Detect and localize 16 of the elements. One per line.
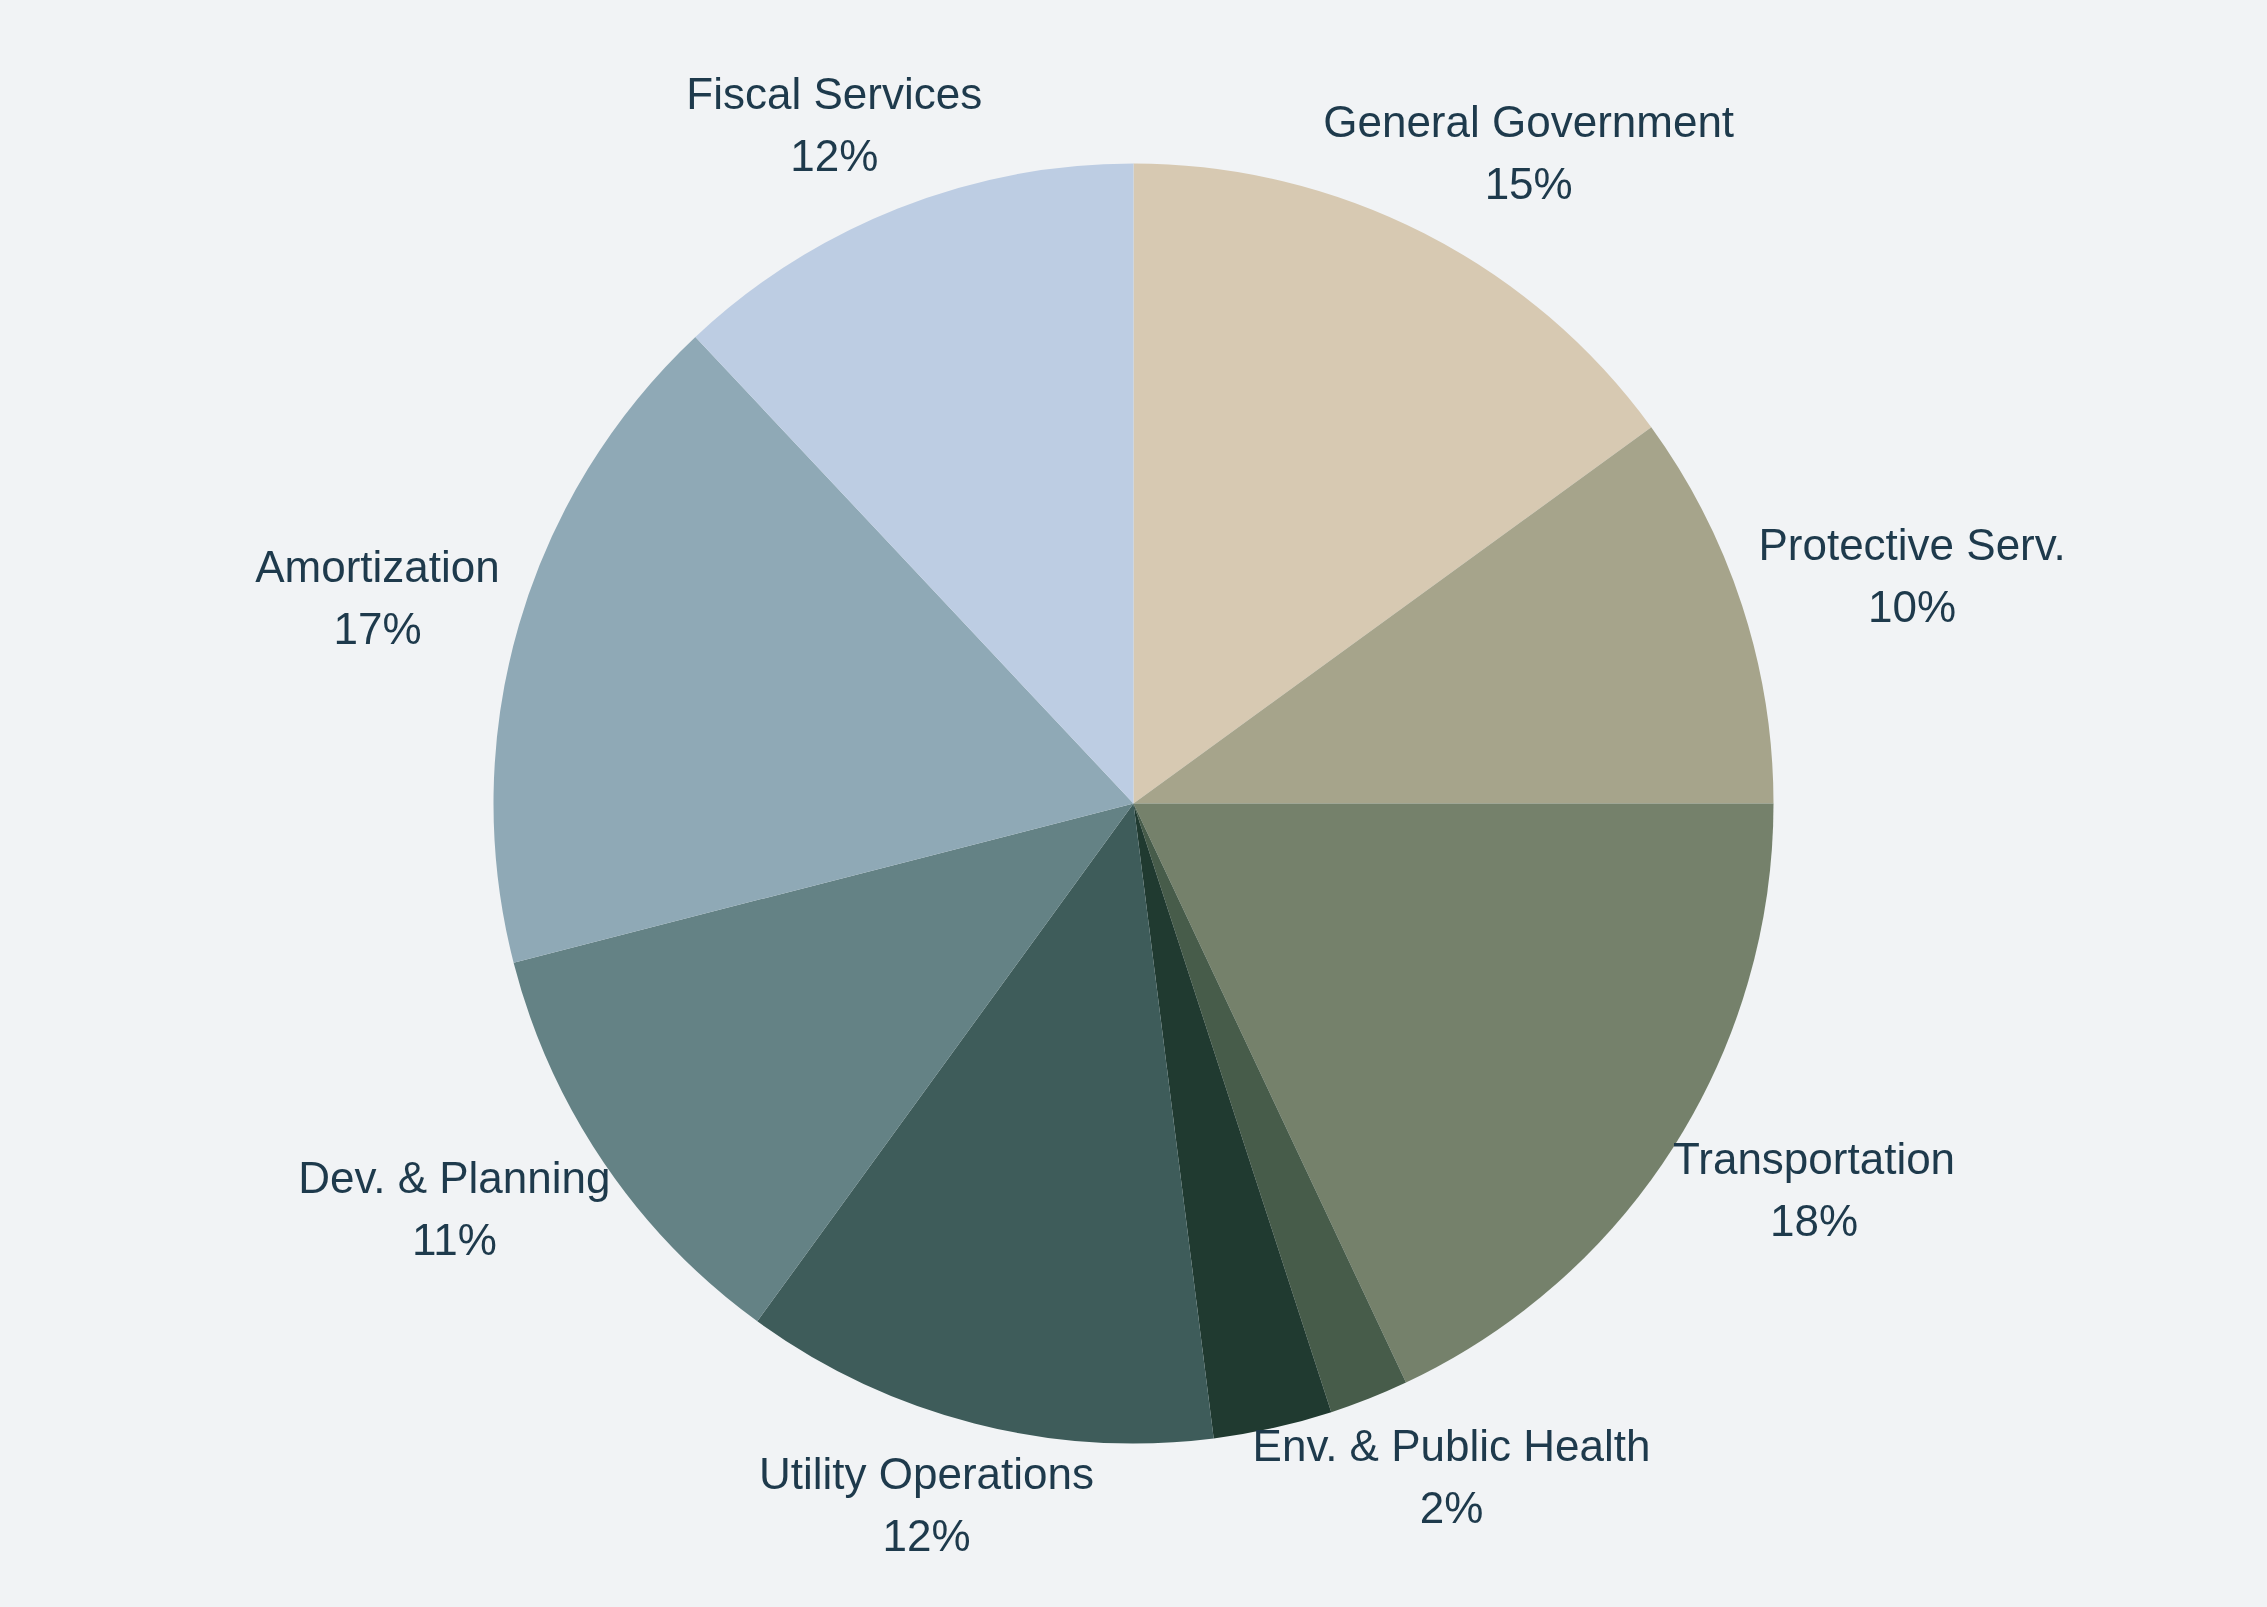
slice-label: Transportation [1673, 1134, 1956, 1184]
data-label: 10% [1868, 581, 1957, 631]
data-label: 12% [882, 1510, 971, 1560]
slice-label: Amortization [255, 541, 500, 591]
slice-label: Protective Serv. [1758, 519, 2066, 569]
slice-label: Utility Operations [758, 1448, 1094, 1498]
data-label: 11% [411, 1215, 497, 1265]
data-label: 15% [1484, 158, 1573, 208]
data-label: 2% [1419, 1482, 1484, 1532]
slice-label: General Government [1323, 96, 1735, 146]
data-label: 17% [333, 603, 422, 653]
slice-label: Env. & Public Health [1252, 1420, 1651, 1470]
slice-label: Dev. & Planning [298, 1153, 611, 1203]
data-label: 12% [790, 130, 879, 180]
data-label: 18% [1770, 1196, 1859, 1246]
slice-label: Fiscal Services [686, 68, 983, 118]
